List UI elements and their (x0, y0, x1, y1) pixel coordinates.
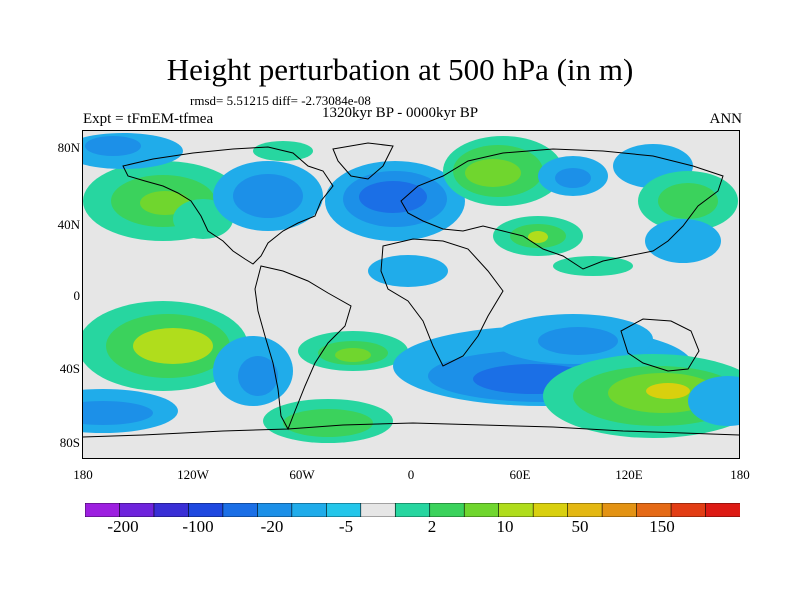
colorbar-label: 50 (571, 517, 589, 536)
contour-region-pos2 (658, 183, 718, 219)
colorbar-label: -20 (260, 517, 284, 536)
colorbar-label: 150 (649, 517, 675, 536)
coast-antarctica (83, 422, 739, 438)
lon-label-120w: 120W (177, 467, 209, 482)
coast-eurasia (400, 148, 724, 270)
contour-region-neg2 (83, 401, 153, 425)
contour-region-pos3 (465, 159, 521, 187)
season-label: ANN (709, 111, 743, 127)
lon-label-180w: 180 (73, 467, 93, 482)
contour-region-pos3 (335, 348, 371, 362)
colorbar-swatch (188, 503, 224, 517)
colorbar-swatch (326, 503, 362, 517)
lat-label-40s: 40S (59, 361, 80, 376)
colorbar-swatch (670, 503, 707, 517)
contour-region-pos4 (528, 231, 548, 243)
contour-region-neg2 (233, 174, 303, 218)
contour-region-pos1 (553, 256, 633, 276)
period-label: 1320kyr BP - 0000kyr BP (321, 105, 479, 121)
contour-region-pos5 (646, 383, 690, 399)
colorbar-label: 10 (496, 517, 514, 536)
colorbar-swatch (636, 503, 672, 517)
coast-greenland (332, 142, 394, 180)
colorbar-swatch (394, 503, 431, 517)
contour-region-neg1 (688, 376, 739, 426)
contour-region-pos4 (133, 328, 213, 364)
lon-label-60w: 60W (289, 467, 315, 482)
coast-south-america (254, 265, 352, 431)
colorbar-swatch (257, 503, 293, 517)
contour-region-neg2 (85, 136, 141, 156)
colorbar-swatch (601, 503, 638, 517)
colorbar-swatch (222, 503, 259, 517)
contour-region-neg2 (538, 327, 618, 355)
contour-region-pos2 (283, 409, 373, 437)
contour-region-neg1 (645, 219, 721, 263)
lon-label-180e: 180 (730, 467, 750, 482)
colorbar-swatch (291, 503, 328, 517)
contour-region-neg2 (238, 356, 278, 396)
colorbar-swatch (153, 503, 190, 517)
colorbar-swatch (360, 503, 397, 517)
colorbar-label: -200 (107, 517, 139, 536)
map-panel (82, 130, 740, 459)
lon-label-0: 0 (407, 467, 415, 482)
experiment-label: Expt = tFmEM-tfmea (83, 111, 214, 127)
colorbar-swatch (429, 503, 466, 517)
colorbar-label: -5 (338, 517, 354, 536)
coastlines (83, 142, 739, 438)
coast-australia (620, 318, 700, 372)
coast-north-america (122, 146, 334, 265)
colorbar-swatch (85, 503, 121, 517)
statistics-text: rmsd= 5.51215 diff= -2.73084e-08 (190, 93, 371, 108)
lat-label-40n: 40N (57, 217, 80, 232)
contour-region-neg3 (359, 181, 427, 213)
colorbar-swatch (705, 503, 740, 517)
lat-label-0: 0 (73, 288, 81, 303)
colorbar-swatch (532, 503, 569, 517)
contour-region-neg2 (555, 168, 591, 188)
colorbar-swatch (463, 503, 500, 517)
colorbar (85, 503, 740, 517)
lat-label-80n: 80N (57, 140, 80, 155)
lon-label-120e: 120E (615, 467, 643, 482)
colorbar-swatch (498, 503, 534, 517)
contour-map (83, 131, 739, 458)
colorbar-label: -100 (182, 517, 214, 536)
contour-region-neg1 (368, 255, 448, 287)
colorbar-swatch (119, 503, 155, 517)
colorbar-swatch (567, 503, 603, 517)
colorbar-label: 2 (427, 517, 437, 536)
coast-africa (380, 238, 504, 367)
map-title: Height perturbation at 500 hPa (in m) (166, 52, 634, 87)
lon-label-60e: 60E (509, 467, 531, 482)
lat-label-80s: 80S (59, 435, 80, 450)
